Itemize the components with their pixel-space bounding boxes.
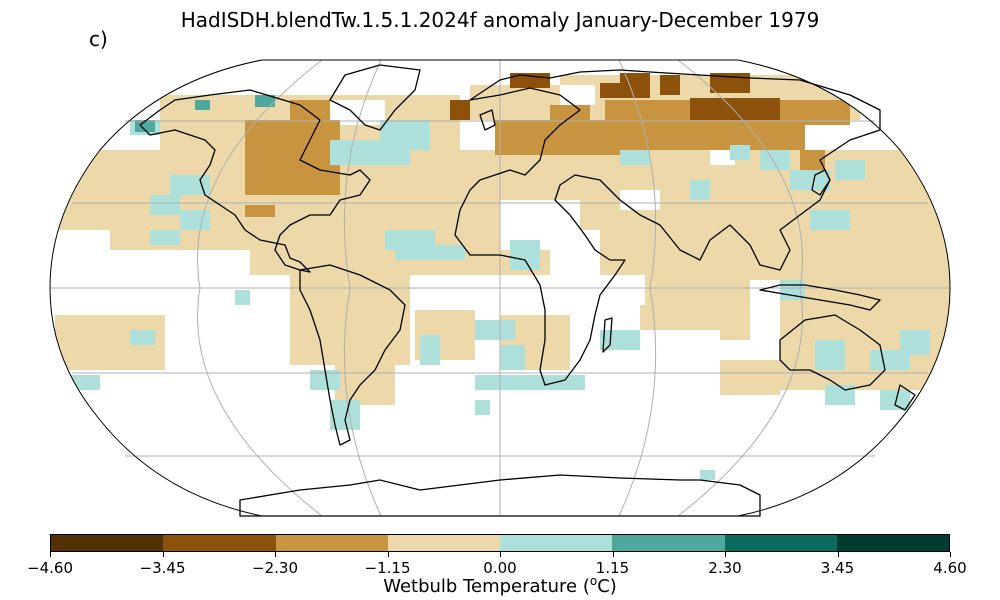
colorbar-tick-label: 3.45 xyxy=(820,559,855,577)
antarctica-coast xyxy=(239,474,761,517)
colorbar-segment-5 xyxy=(612,535,725,551)
europe-africa-coast xyxy=(454,69,881,386)
colorbar-segment-1 xyxy=(163,535,276,551)
colorbar-tick-label: −3.45 xyxy=(139,559,186,577)
new-zealand-coast xyxy=(894,384,916,411)
colorbar-tick xyxy=(612,552,614,557)
graticule xyxy=(50,59,950,517)
colorbar-tick xyxy=(837,552,839,557)
greenland-coast xyxy=(329,64,421,131)
colorbar xyxy=(50,534,950,552)
panel-label: c) xyxy=(89,27,108,51)
uk-coast xyxy=(479,109,496,131)
colorbar-ticks: −4.60 −3.45 −2.30 −1.15 0.00 1.15 2.30 3.45 4.60 xyxy=(0,552,1000,578)
coastlines xyxy=(139,64,916,517)
colorbar-tick-label: 0.00 xyxy=(483,559,517,577)
colorbar-tick-label: −4.60 xyxy=(27,559,73,577)
medium-teal-anomaly-cells xyxy=(135,95,275,132)
colorbar-tick xyxy=(50,552,51,557)
south-america-coast xyxy=(299,264,406,446)
colorbar-tick xyxy=(162,552,164,557)
colorbar-segment-3 xyxy=(387,535,500,551)
colorbar-tick xyxy=(725,552,726,557)
map-title: HadISDH.blendTw.1.5.1.2024f anomaly Janu… xyxy=(180,8,820,32)
indonesia-coast xyxy=(759,284,881,311)
globe-outline xyxy=(49,59,951,517)
colorbar-tick-label: 4.60 xyxy=(933,559,967,577)
madagascar-coast xyxy=(602,317,613,353)
colorbar-tick-label: 1.15 xyxy=(595,559,630,577)
teal-anomaly-cells xyxy=(70,120,930,480)
colorbar-segment-2 xyxy=(275,535,388,551)
colorbar-tick-label: 2.30 xyxy=(708,559,742,577)
colorbar-tick-label: −1.15 xyxy=(364,559,411,577)
colorbar-label: Wetbulb Temperature (oC) xyxy=(383,574,617,597)
colorbar-tick xyxy=(500,552,501,557)
colorbar-segment-0 xyxy=(51,535,164,551)
colorbar-tick xyxy=(275,552,276,557)
colorbar-segment-6 xyxy=(724,535,837,551)
colorbar-segment-7 xyxy=(836,535,949,551)
colorbar-tick xyxy=(387,552,389,557)
colorbar-segment-4 xyxy=(500,535,613,551)
colorbar-tick xyxy=(950,552,951,557)
japan-coast xyxy=(811,169,831,196)
colorbar-tick-label: −2.30 xyxy=(252,559,298,577)
australia-coast xyxy=(779,314,886,391)
